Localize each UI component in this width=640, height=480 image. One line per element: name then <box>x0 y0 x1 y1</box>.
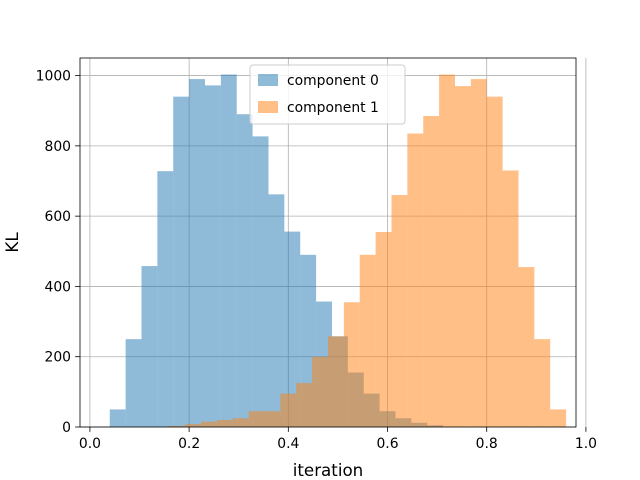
histogram-bar <box>550 409 567 427</box>
histogram-bar <box>296 383 313 427</box>
histogram-bar <box>534 339 551 427</box>
histogram-bar <box>109 409 126 427</box>
plot-area-frame <box>79 57 577 428</box>
histogram-bar <box>375 231 392 427</box>
legend-label: component 1 <box>287 100 379 116</box>
histogram-bar <box>284 231 301 427</box>
legend-swatch <box>258 101 278 113</box>
legend-box <box>249 64 406 125</box>
histogram-bar <box>252 136 269 427</box>
histogram-bar <box>157 171 174 427</box>
histogram-bar <box>343 302 360 427</box>
histogram-bar <box>236 114 253 427</box>
x-axis-ticks: 0.0 0.2 0.4 0.6 0.8 1.0 <box>79 427 597 452</box>
histogram-bar <box>173 96 190 428</box>
histogram-bar <box>248 411 265 427</box>
histogram-bar <box>312 356 328 427</box>
histogram-bar <box>502 170 519 427</box>
histogram-bar <box>454 86 471 427</box>
histogram-bar <box>280 393 297 427</box>
histogram-bar <box>125 339 142 427</box>
histogram-bar <box>359 254 376 427</box>
y-axis-label: KL <box>2 232 22 253</box>
histogram-bar <box>201 421 217 427</box>
histogram-bar <box>216 419 233 427</box>
histogram-bar <box>141 266 158 427</box>
histogram-bar <box>407 133 424 428</box>
y-tick-label: 400 <box>44 279 71 295</box>
x-tick-label: 0.2 <box>178 436 200 452</box>
legend-label: component 0 <box>287 73 379 89</box>
legend-item: component 1 <box>258 100 379 116</box>
histogram-bar <box>439 74 455 427</box>
legend-item: component 0 <box>258 73 379 89</box>
y-axis-ticks: 0 200 400 600 800 1000 <box>36 69 80 436</box>
y-tick-label: 800 <box>44 139 71 155</box>
histogram-bar <box>518 267 535 427</box>
y-tick-label: 600 <box>44 209 71 225</box>
histogram-bar <box>169 425 186 427</box>
x-tick-label: 0.0 <box>79 436 101 452</box>
histogram-bar <box>328 336 344 427</box>
x-axis-label: iteration <box>293 460 364 480</box>
legend-swatch <box>258 74 278 86</box>
histogram-bar <box>232 418 249 427</box>
histogram-bar <box>189 79 205 427</box>
histogram-bar <box>423 115 440 427</box>
legend: component 0 component 1 <box>249 64 406 125</box>
histogram-bar <box>185 424 202 427</box>
histogram-bar <box>220 74 237 427</box>
x-tick-label: 0.6 <box>376 436 398 452</box>
histogram-bar <box>391 195 408 427</box>
y-tick-label: 1000 <box>36 69 71 85</box>
x-tick-label: 1.0 <box>575 436 597 452</box>
histogram-bar <box>268 194 285 427</box>
histogram-bar <box>470 79 487 427</box>
histogram-bar <box>486 96 503 428</box>
histogram-bar <box>264 411 281 427</box>
x-tick-label: 0.8 <box>476 436 498 452</box>
x-tick-label: 0.4 <box>277 436 299 452</box>
y-tick-label: 200 <box>44 350 71 366</box>
series-1-bars <box>169 74 567 428</box>
histogram-bar <box>204 85 221 427</box>
histogram-bars <box>109 74 567 428</box>
y-tick-label: 0 <box>62 420 71 436</box>
